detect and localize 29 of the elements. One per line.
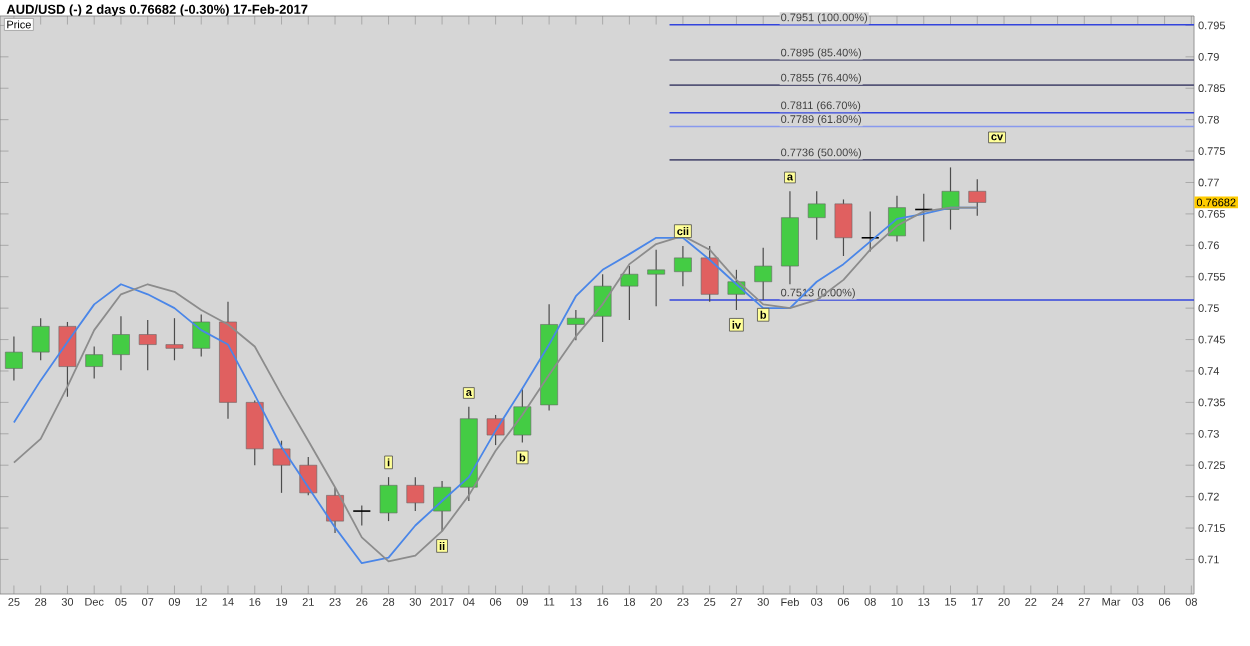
candlestick [593, 273, 612, 343]
candlestick [245, 399, 264, 466]
candlestick [567, 309, 585, 341]
candlestick [85, 345, 104, 380]
candlestick [700, 245, 719, 303]
candlestick [647, 249, 666, 307]
candlestick [433, 480, 451, 532]
candlestick [379, 476, 398, 522]
candlestick [299, 456, 318, 496]
candlestick [192, 313, 211, 358]
candlestick [165, 317, 184, 361]
candlestick [834, 198, 853, 257]
candlestick [941, 166, 960, 231]
candlestick [272, 440, 291, 494]
candlestick [968, 178, 987, 217]
candlestick [326, 486, 344, 534]
candlestick [620, 265, 639, 321]
candlestick [112, 315, 130, 371]
candlestick [674, 245, 692, 287]
candlestick [5, 335, 23, 381]
candlestick [352, 504, 372, 527]
candlestick [31, 317, 50, 361]
candlestick [406, 476, 425, 512]
candlestick [807, 190, 826, 241]
candlestick [513, 387, 532, 444]
candlestick [58, 321, 77, 398]
candlestick [138, 319, 157, 371]
candlestick [860, 210, 880, 253]
candlestick [754, 247, 773, 301]
